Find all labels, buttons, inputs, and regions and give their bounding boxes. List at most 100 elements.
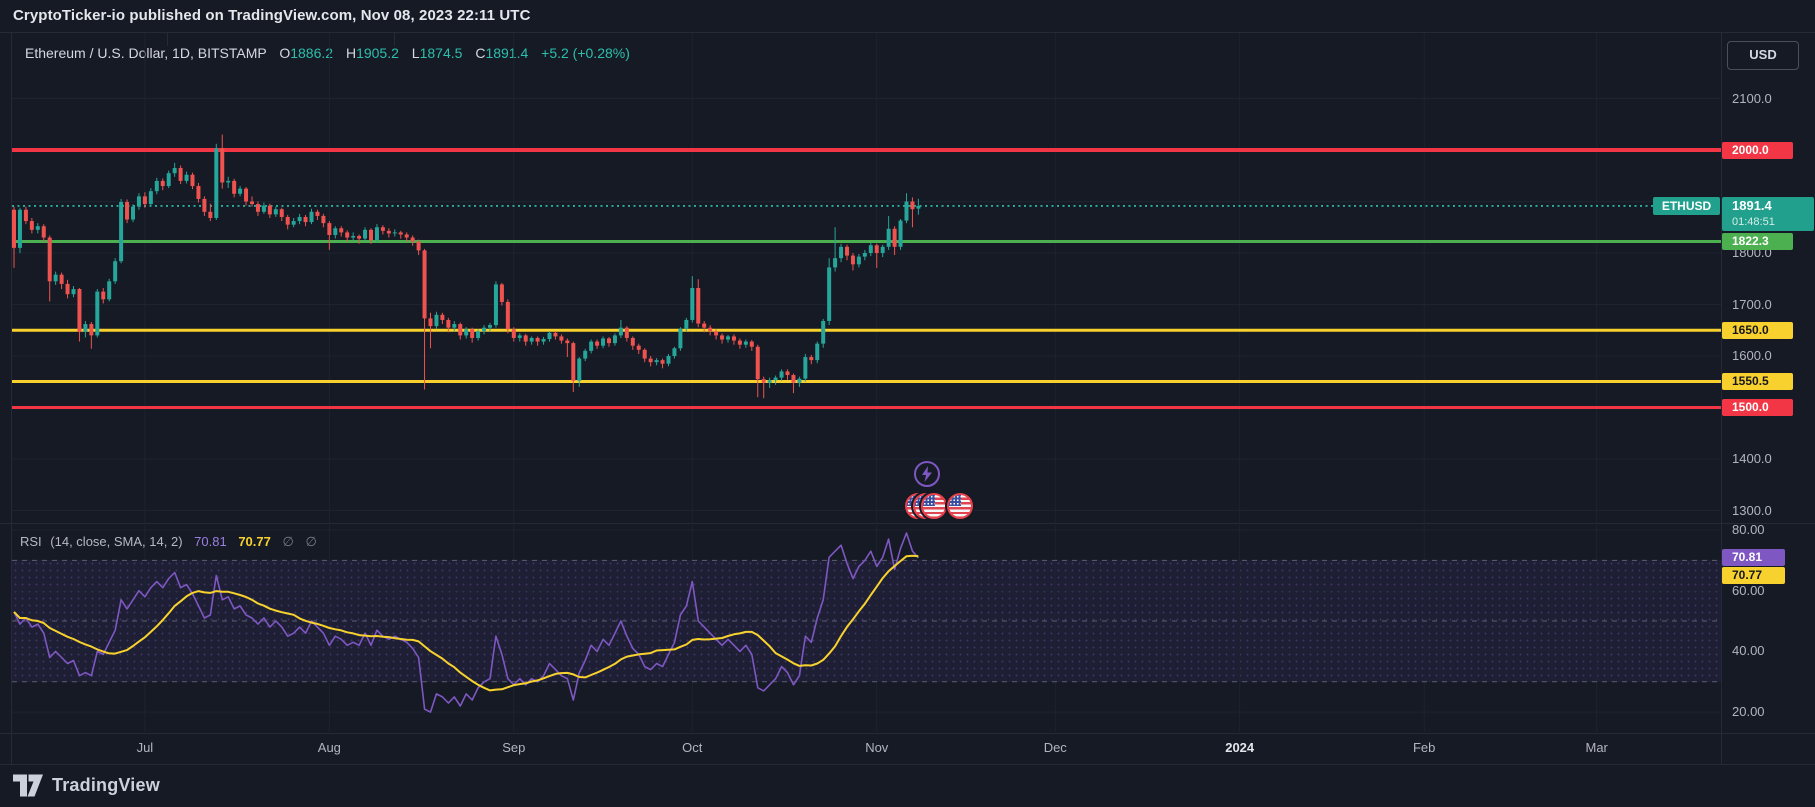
toolbar-separator — [394, 33, 395, 46]
candle-body — [737, 340, 742, 345]
candle-body — [273, 209, 278, 215]
candle-body — [327, 223, 332, 235]
symbol-legend: Ethereum / U.S. Dollar, 1D, BITSTAMP O18… — [25, 45, 630, 62]
candle-body — [321, 215, 326, 224]
candle-body — [23, 209, 28, 222]
candle-body — [345, 232, 350, 238]
candle-body — [708, 327, 713, 332]
candle-body — [535, 337, 540, 342]
candle-body — [35, 226, 40, 230]
high-value: 1905.2 — [356, 45, 399, 61]
symbol-title: Ethereum / U.S. Dollar, 1D, BITSTAMP — [25, 45, 267, 61]
candle-body — [791, 375, 796, 383]
candle-body — [482, 327, 487, 332]
candle-body — [374, 227, 379, 241]
currency-toggle-button[interactable]: USD — [1727, 41, 1799, 70]
candle-body — [601, 338, 606, 346]
candle-body — [333, 228, 338, 235]
candle-body — [136, 196, 141, 207]
candle-body — [589, 341, 594, 351]
candle-body — [285, 216, 290, 225]
candle-body — [291, 221, 296, 225]
candle-body — [71, 289, 76, 295]
candle-body — [678, 328, 683, 349]
change-value: +5.2 (+0.28%) — [541, 45, 630, 61]
pane-separator[interactable] — [0, 523, 1815, 524]
flag-idea-marker[interactable] — [921, 493, 947, 519]
lightning-idea-marker[interactable] — [914, 461, 940, 487]
candle-body — [214, 148, 219, 218]
candle-body — [720, 335, 725, 340]
candle-body — [131, 206, 135, 220]
candle-body — [244, 188, 249, 202]
candle-body — [261, 205, 266, 212]
candle-body — [101, 291, 106, 300]
candle-body — [654, 360, 659, 363]
candle-body — [833, 258, 838, 268]
candle-body — [392, 232, 397, 234]
candle-body — [369, 229, 373, 241]
candle-body — [422, 250, 427, 319]
attribution-bar: CryptoTicker-io published on TradingView… — [13, 7, 531, 24]
candle-body — [59, 274, 64, 284]
candle-body — [666, 356, 671, 364]
candle-body — [553, 332, 558, 337]
candle-body — [41, 226, 46, 238]
candle-body — [125, 202, 130, 220]
candle-body — [743, 341, 748, 345]
candle-body — [428, 318, 433, 327]
candle-body — [476, 331, 481, 338]
candle-body — [505, 301, 510, 330]
candle-body — [232, 180, 237, 194]
candle-body — [499, 284, 504, 302]
candle-body — [184, 174, 189, 181]
lightning-icon — [922, 466, 932, 482]
candle-body — [160, 180, 165, 187]
price-axis-border[interactable] — [1721, 32, 1722, 764]
toolbar-separator — [167, 33, 168, 46]
chart-top-border — [0, 32, 1815, 33]
candle-body — [220, 148, 225, 183]
candle-body — [238, 188, 243, 194]
candle-body — [714, 331, 719, 336]
candle-body — [208, 211, 213, 218]
candle-body — [12, 209, 16, 248]
candle-body — [898, 220, 903, 247]
candle-body — [190, 174, 195, 187]
candle-body — [77, 289, 82, 332]
candle-body — [607, 338, 611, 344]
candle-body — [696, 288, 701, 324]
rsi-indicator-legend: RSI (14, close, SMA, 14, 2) 70.81 70.77 … — [20, 533, 317, 550]
candle-body — [559, 336, 564, 341]
candle-body — [315, 211, 320, 216]
candle-body — [779, 371, 784, 378]
candle-body — [684, 319, 689, 329]
rsi-title: RSI — [20, 534, 42, 549]
candle-body — [815, 343, 820, 361]
candle-body — [636, 345, 641, 350]
candle-body — [874, 245, 879, 253]
candle-body — [785, 371, 790, 376]
candle-body — [351, 236, 356, 238]
candle-body — [65, 283, 70, 295]
candle-body — [904, 201, 909, 221]
candle-body — [565, 340, 570, 344]
candle-body — [89, 324, 94, 336]
candle-body — [380, 227, 385, 231]
rsi-value: 70.81 — [194, 534, 227, 549]
tradingview-logo-icon — [13, 774, 43, 796]
candle-body — [440, 314, 445, 320]
candle-body — [410, 237, 415, 242]
flag-idea-marker[interactable] — [947, 493, 973, 519]
tradingview-logo-link[interactable]: TradingView — [13, 770, 160, 800]
candle-body — [279, 209, 284, 217]
candle-body — [470, 329, 475, 338]
candle-body — [595, 341, 600, 346]
candle-body — [910, 201, 915, 210]
rsi-line — [13, 532, 920, 713]
close-value: 1891.4 — [485, 45, 529, 61]
candle-body — [53, 274, 58, 282]
candle-body — [702, 323, 707, 328]
candle-body — [83, 324, 88, 332]
